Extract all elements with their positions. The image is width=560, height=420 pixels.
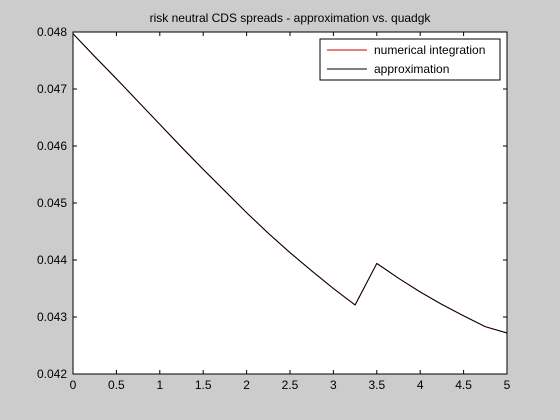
approximation-line [72, 33, 508, 334]
legend-box [319, 38, 501, 81]
x-tick-label: 3.5 [368, 378, 385, 392]
x-tick-label: 0 [70, 378, 77, 392]
x-tick-label: 0.5 [108, 378, 125, 392]
y-tick-label: 0.042 [37, 367, 67, 381]
x-tick-label: 1 [156, 378, 163, 392]
x-tick-label: 3 [330, 378, 337, 392]
chart-title: risk neutral CDS spreads - approximation… [150, 11, 432, 25]
y-axis-ticks: 0.042 0.043 0.044 0.045 0.046 0.047 0.048 [37, 25, 507, 381]
y-tick-label: 0.046 [37, 139, 67, 153]
x-tick-label: 5 [504, 378, 511, 392]
legend-label-numerical: numerical integration [374, 43, 485, 57]
legend[interactable]: numerical integration approximation [319, 38, 501, 81]
x-axis-ticks: 0 0.5 1 1.5 2 2.5 3 3.5 4 4.5 5 [70, 32, 511, 392]
x-tick-label: 4 [417, 378, 424, 392]
x-tick-label: 2 [243, 378, 250, 392]
legend-label-approximation: approximation [374, 62, 449, 76]
y-tick-label: 0.048 [37, 25, 67, 39]
x-tick-label: 1.5 [195, 378, 212, 392]
y-tick-label: 0.044 [37, 253, 67, 267]
y-tick-label: 0.047 [37, 82, 67, 96]
x-tick-label: 2.5 [282, 378, 299, 392]
plot-frame [72, 31, 508, 375]
y-tick-label: 0.043 [37, 310, 67, 324]
x-tick-label: 4.5 [455, 378, 472, 392]
plot-area [73, 32, 507, 374]
series-layer [72, 33, 508, 334]
y-tick-label: 0.045 [37, 196, 67, 210]
